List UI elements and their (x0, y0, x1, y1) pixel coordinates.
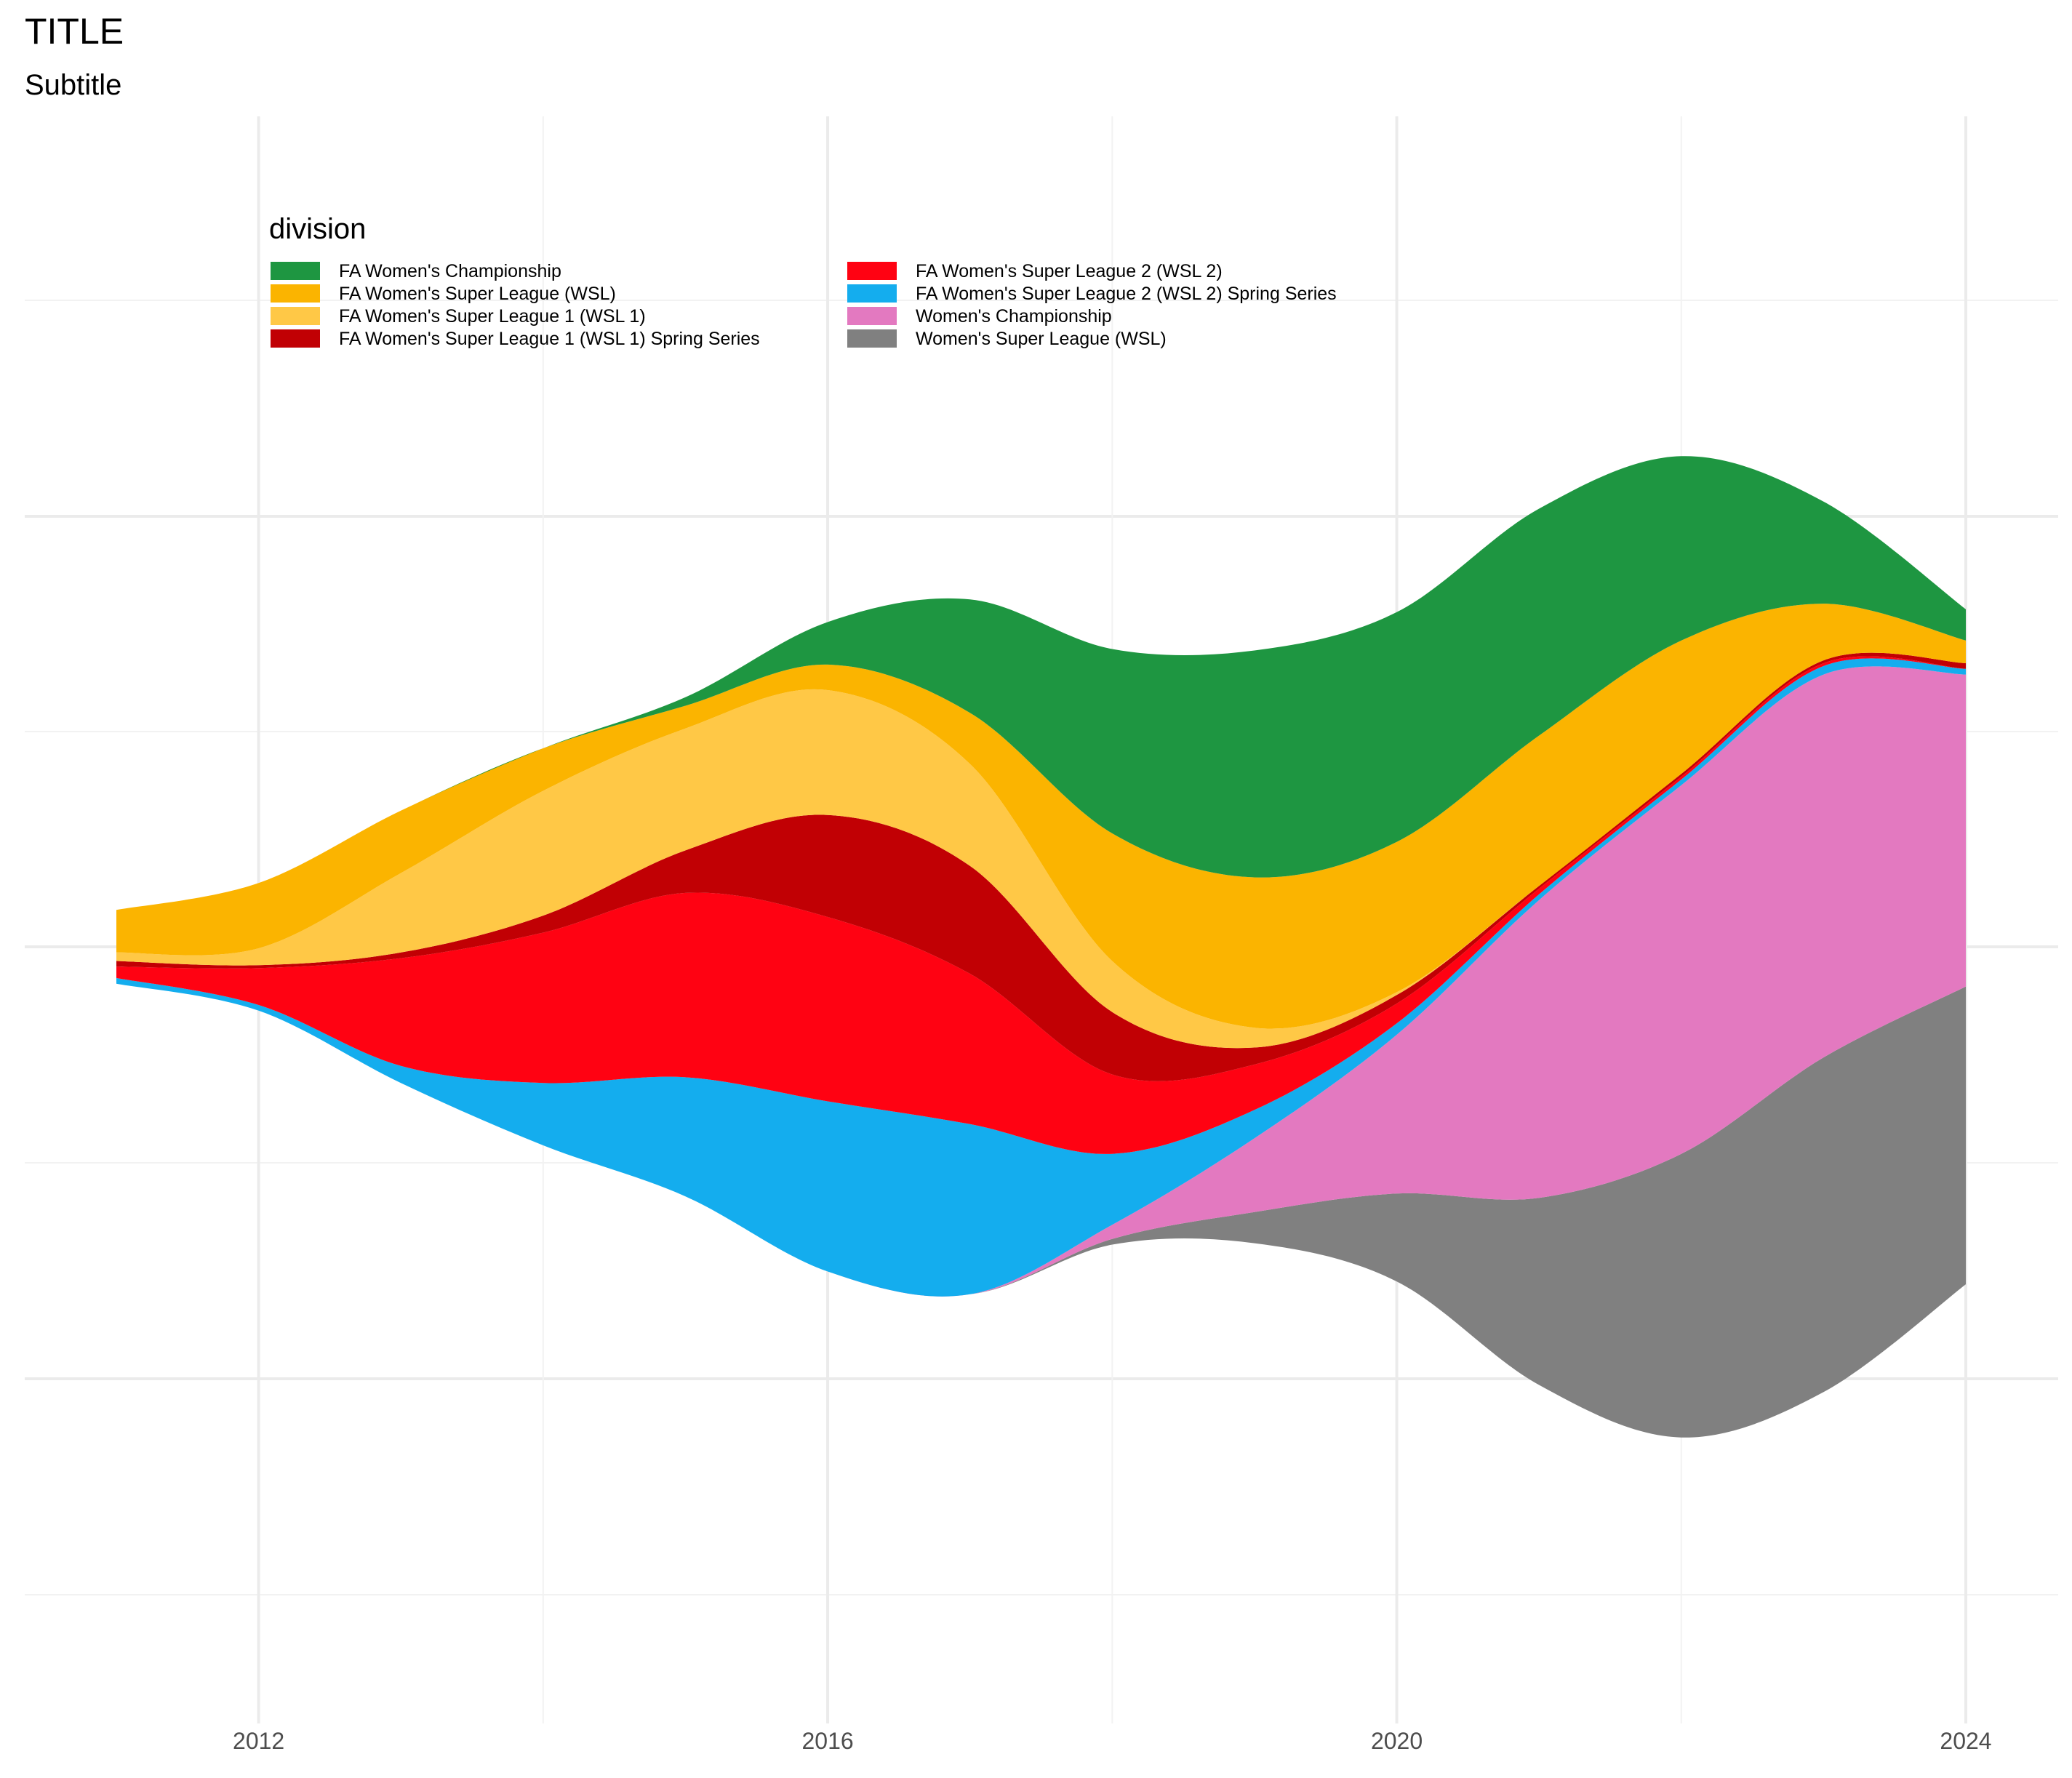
stream-layer-4 (116, 656, 1966, 1154)
legend-key-3 (271, 329, 320, 348)
legend-label-5: FA Women's Super League 2 (WSL 2) Spring… (916, 284, 1337, 304)
chart-subtitle: Subtitle (25, 69, 121, 101)
legend-label-0: FA Women's Championship (339, 261, 561, 281)
legend-key-7 (847, 329, 897, 348)
stream-layer-1 (116, 604, 1966, 1029)
legend-key-5 (847, 284, 897, 303)
legend-label-7: Women's Super League (WSL) (916, 329, 1167, 349)
stream-layer-5 (116, 658, 1966, 1297)
stream-layer-3 (116, 652, 1966, 1081)
x-axis-ticks: 2012 2016 2020 2024 (233, 1728, 1992, 1754)
x-tick-label: 2024 (1940, 1728, 1991, 1754)
legend-key-1 (271, 284, 320, 303)
legend-label-2: FA Women's Super League 1 (WSL 1) (339, 306, 646, 327)
legend-label-4: FA Women's Super League 2 (WSL 2) (916, 261, 1223, 281)
x-tick-label: 2020 (1371, 1728, 1423, 1754)
legend-key-0 (271, 262, 320, 280)
legend-key-2 (271, 307, 320, 325)
legend-label-6: Women's Championship (916, 306, 1112, 327)
stream-layer-6 (116, 666, 1966, 1297)
x-tick-label: 2012 (233, 1728, 284, 1754)
stream-layer-7 (116, 983, 1966, 1438)
legend-key-4 (847, 262, 897, 280)
stream-layers (116, 456, 1966, 1438)
legend: division FA Women's Championship FA Women… (269, 213, 1337, 349)
stream-layer-0 (116, 456, 1966, 910)
x-tick-label: 2016 (801, 1728, 853, 1754)
legend-key-6 (847, 307, 897, 325)
chart-title: TITLE (25, 11, 124, 52)
legend-title: division (269, 213, 366, 245)
legend-label-3: FA Women's Super League 1 (WSL 1) Spring… (339, 329, 760, 349)
legend-label-1: FA Women's Super League (WSL) (339, 284, 616, 304)
stream-layer-2 (116, 652, 1966, 1049)
